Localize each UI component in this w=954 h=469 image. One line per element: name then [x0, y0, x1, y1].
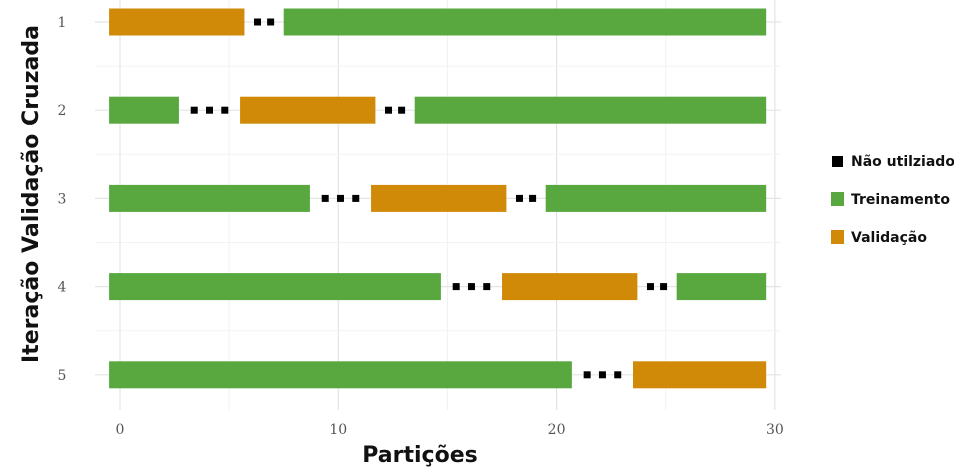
x-tick-label: 20	[548, 422, 566, 438]
validation-bar	[633, 361, 767, 389]
unused-marker	[646, 283, 654, 291]
validation-bar	[371, 184, 507, 212]
unused-marker	[385, 106, 393, 114]
unused-marker	[321, 194, 329, 202]
training-bar	[414, 96, 767, 124]
unused-marker	[614, 371, 622, 379]
unused-marker	[254, 18, 262, 26]
training-bar	[109, 273, 441, 301]
bars	[109, 8, 767, 389]
y-tick-label: 1	[58, 15, 67, 31]
legend-label: Treinamento	[851, 192, 950, 208]
unused-marker	[336, 194, 344, 202]
y-tick-label: 5	[58, 368, 67, 384]
unused-marker	[529, 194, 537, 202]
unused-marker	[206, 106, 214, 114]
legend-swatch-training	[831, 192, 844, 206]
unused-marker	[598, 371, 606, 379]
unused-marker	[221, 106, 229, 114]
training-bar	[676, 273, 767, 301]
training-bar	[545, 184, 767, 212]
y-tick-labels: 1 2 3 4 5	[58, 15, 67, 384]
legend-label: Não utilziado	[851, 154, 954, 170]
validation-bar	[240, 96, 376, 124]
x-tick-label: 30	[766, 422, 784, 438]
unused-marker	[190, 106, 198, 114]
training-bar	[109, 184, 310, 212]
unused-marker	[483, 283, 491, 291]
x-axis-title: Partições	[362, 443, 477, 468]
y-tick-label: 2	[58, 103, 67, 119]
training-bar	[109, 361, 572, 389]
unused-marker	[467, 283, 475, 291]
training-bar	[283, 8, 767, 36]
x-tick-label: 0	[116, 422, 125, 438]
x-tick-label: 10	[329, 422, 347, 438]
y-axis-title: Iteração Validação Cruzada	[19, 25, 44, 363]
legend-label: Validação	[851, 230, 927, 246]
unused-marker	[452, 283, 460, 291]
y-tick-label: 3	[58, 191, 67, 207]
validation-bar	[109, 8, 245, 36]
unused-marker	[660, 283, 668, 291]
legend: Não utilziado Treinamento Validação	[831, 154, 954, 246]
unused-marker	[515, 194, 523, 202]
validation-bar	[502, 273, 638, 301]
legend-swatch-unused	[832, 156, 843, 167]
x-tick-labels: 0 10 20 30	[116, 422, 784, 438]
unused-marker	[267, 18, 275, 26]
y-tick-label: 4	[58, 280, 67, 296]
unused-marker	[398, 106, 406, 114]
unused-marker	[352, 194, 360, 202]
unused-marker	[583, 371, 591, 379]
training-bar	[109, 96, 179, 124]
legend-swatch-validation	[831, 230, 844, 244]
